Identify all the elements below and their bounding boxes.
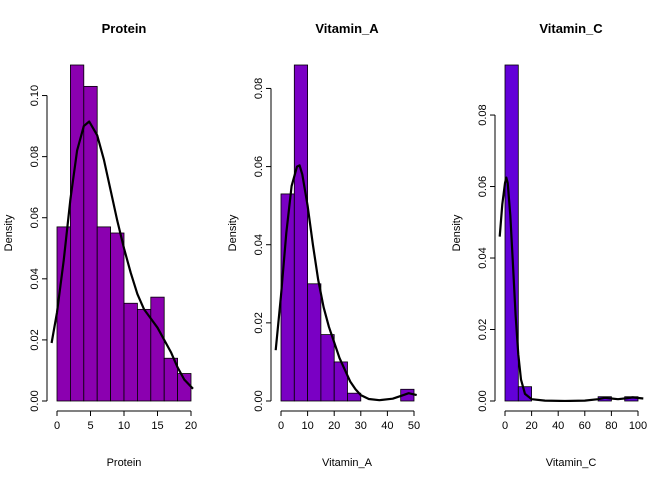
x-tick-label: 80 (605, 420, 617, 432)
x-tick-label: 20 (185, 420, 197, 432)
histogram-bar (307, 283, 322, 402)
y-tick-label: 0.06 (477, 176, 489, 197)
x-tick-label: 30 (355, 420, 367, 432)
histogram-bar (293, 64, 308, 402)
y-tick-label: 0.08 (253, 78, 265, 99)
x-tick-label: 10 (118, 420, 130, 432)
plot-area: 0 20 40 60 80 100 0.00 0.02 0.04 0.06 0.08 (477, 64, 647, 432)
x-tick-label: 15 (151, 420, 163, 432)
x-tick-label: 0 (54, 420, 60, 432)
histogram-bar (320, 334, 335, 402)
x-tick-label: 60 (579, 420, 591, 432)
x-tick-label: 20 (525, 420, 537, 432)
histogram-bar (347, 392, 362, 402)
y-tick-label: 0.08 (29, 146, 41, 167)
histogram-bar (96, 226, 111, 402)
panel-title: Protein (102, 21, 147, 36)
y-axis-label: Density (227, 214, 239, 251)
x-axis-label: Vitamin_C (546, 457, 597, 469)
y-tick-label: 0.00 (253, 390, 265, 411)
histogram-bar (333, 361, 348, 402)
y-tick-label: 0.02 (253, 312, 265, 333)
y-tick-label: 0.06 (253, 156, 265, 177)
density-curve (50, 120, 194, 390)
y-tick-label: 0.06 (29, 207, 41, 228)
y-tick-label: 0.04 (477, 247, 489, 268)
x-tick-label: 20 (328, 420, 340, 432)
y-tick-label: 0.10 (29, 85, 41, 106)
y-axis-label: Density (3, 214, 15, 251)
x-tick-label: 10 (301, 420, 313, 432)
x-tick-label: 0 (502, 420, 508, 432)
y-tick-label: 0.00 (29, 390, 41, 411)
x-tick-label: 50 (408, 420, 420, 432)
histogram-bar (70, 64, 85, 402)
panel-protein: 0 5 10 15 20 0.00 0.02 0.04 0.06 0.08 0.10 Protein… (3, 21, 197, 469)
y-tick-label: 0.04 (29, 268, 41, 289)
x-axis-label: Protein (107, 457, 142, 469)
density-curve (274, 164, 417, 402)
y-axis-label: Density (451, 214, 463, 251)
plot-area: 0 5 10 15 20 0.00 0.02 0.04 0.06 0.08 0.10 (29, 64, 197, 432)
plot-area: 0 10 20 30 40 50 0.00 0.02 0.04 0.06 0.08 (253, 64, 420, 432)
y-tick-label: 0.00 (477, 390, 489, 411)
y-tick-label: 0.04 (253, 234, 265, 255)
y-tick-label: 0.02 (477, 319, 489, 340)
x-tick-label: 100 (629, 420, 647, 432)
density-curve (498, 176, 644, 402)
panel-vitamin-c: 0 20 40 60 80 100 0.00 0.02 0.04 0.06 0.08 Vitamin… (451, 21, 647, 469)
x-axis-label: Vitamin_A (322, 457, 373, 469)
x-tick-label: 40 (381, 420, 393, 432)
panel-title: Vitamin_A (315, 21, 379, 36)
panel-title: Vitamin_C (539, 21, 603, 36)
histogram-bar (123, 302, 138, 402)
histogram-bar (110, 232, 125, 402)
x-tick-label: 40 (552, 420, 564, 432)
histogram-bar (136, 308, 152, 402)
x-tick-label: 0 (278, 420, 284, 432)
histogram-bar (150, 296, 165, 402)
x-tick-label: 5 (87, 420, 93, 432)
panel-vitamin-a: 0 10 20 30 40 50 0.00 0.02 0.04 0.06 0.08 Vitamin_… (227, 21, 420, 469)
y-tick-label: 0.08 (477, 104, 489, 125)
y-tick-label: 0.02 (29, 329, 41, 350)
